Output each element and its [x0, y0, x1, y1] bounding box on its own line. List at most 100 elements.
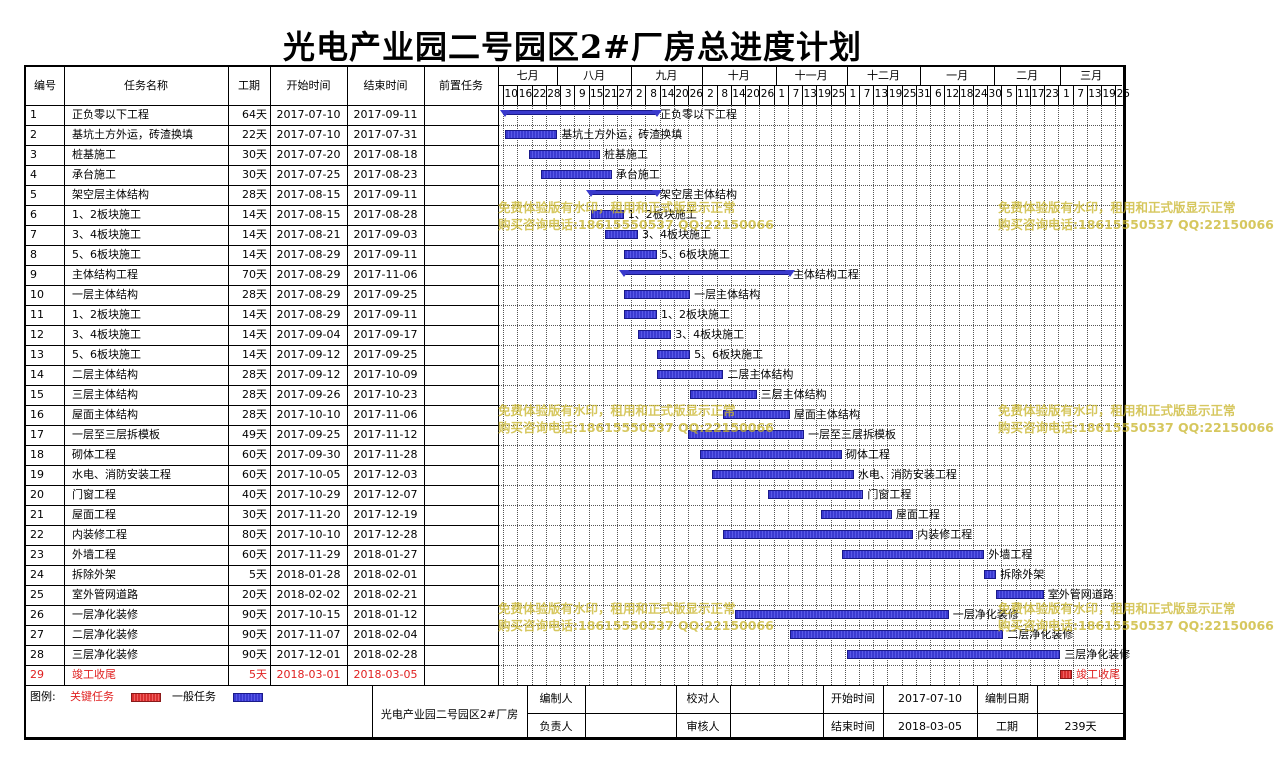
day-label: 2 [636, 88, 643, 100]
task-start: 2018-02-02 [276, 588, 341, 601]
day-label: 24 [974, 88, 988, 100]
task-bar-label: 5、6板块施工 [660, 248, 730, 261]
task-end: 2018-02-21 [353, 588, 418, 601]
task-name: 拆除外架 [72, 568, 116, 581]
day-label: 17 [1031, 88, 1045, 100]
task-bar[interactable] [623, 290, 691, 299]
day-label: 16 [518, 88, 533, 100]
day-tick [589, 85, 590, 105]
task-bar[interactable] [623, 250, 657, 259]
task-bar[interactable] [623, 310, 657, 319]
task-end: 2017-09-03 [353, 228, 418, 241]
task-duration: 90天 [242, 608, 267, 621]
day-tick [802, 85, 803, 105]
day-tick [930, 85, 931, 105]
task-bar[interactable] [723, 530, 914, 539]
day-gridline [1030, 105, 1031, 685]
day-label: 2 [707, 88, 714, 100]
day-gridline [774, 105, 775, 685]
task-duration: 22天 [242, 128, 267, 141]
day-tick [603, 85, 604, 105]
summary-bar[interactable] [623, 270, 790, 275]
row-divider [26, 565, 498, 566]
day-gridline [1016, 105, 1017, 685]
row-divider [26, 405, 498, 406]
task-no: 1 [30, 108, 37, 121]
day-tick [674, 85, 675, 105]
header-start: 开始时间 [286, 79, 331, 92]
task-bar[interactable] [996, 590, 1044, 599]
day-tick [788, 85, 789, 105]
task-bar[interactable] [528, 150, 601, 159]
task-end: 2018-03-05 [353, 668, 418, 681]
task-bar[interactable] [690, 390, 757, 399]
day-gridline [1115, 105, 1116, 685]
task-duration: 28天 [242, 408, 267, 421]
task-name: 一层至三层拆模板 [72, 428, 160, 441]
day-gridline [688, 105, 689, 685]
task-bar[interactable] [723, 410, 790, 419]
task-no: 27 [30, 628, 44, 641]
task-bar[interactable] [820, 510, 892, 519]
task-no: 25 [30, 588, 44, 601]
task-bar[interactable] [656, 370, 724, 379]
month-tick [557, 67, 558, 85]
task-start: 2017-11-29 [276, 548, 341, 561]
footer-duration-value: 239天 [1064, 720, 1097, 733]
footer-mid-divider [527, 713, 1124, 714]
row-divider-dotted [498, 365, 1122, 366]
task-duration: 30天 [242, 508, 267, 521]
day-label: 1 [778, 88, 786, 100]
task-no: 29 [30, 668, 44, 681]
task-bar[interactable] [699, 450, 843, 459]
task-duration: 30天 [242, 148, 267, 161]
task-bar[interactable] [637, 330, 672, 339]
task-duration: 14天 [242, 308, 267, 321]
task-end: 2017-09-11 [353, 188, 418, 201]
task-duration: 64天 [242, 108, 267, 121]
footer-divider [26, 685, 1124, 686]
task-duration: 90天 [242, 628, 267, 641]
summary-bar[interactable] [590, 190, 657, 195]
month-label: 七月 [516, 69, 539, 82]
task-name: 3、4板块施工 [72, 328, 141, 341]
task-duration: 49天 [242, 428, 267, 441]
day-gridline [816, 105, 817, 685]
day-gridline [759, 105, 760, 685]
task-bar[interactable] [505, 130, 558, 139]
summary-bar[interactable] [505, 110, 657, 115]
task-bar[interactable] [711, 470, 854, 479]
task-bar[interactable] [735, 610, 949, 619]
task-bar[interactable] [842, 550, 985, 559]
row-divider-dotted [498, 545, 1122, 546]
row-divider-dotted [498, 505, 1122, 506]
task-bar[interactable] [846, 650, 1061, 659]
task-no: 8 [30, 248, 37, 261]
task-duration: 28天 [242, 288, 267, 301]
task-bar[interactable] [604, 230, 638, 239]
day-label: 14 [661, 88, 675, 100]
task-bar-label: 一层主体结构 [694, 288, 761, 301]
task-bar[interactable] [789, 630, 1004, 639]
day-label: 15 [589, 88, 604, 100]
task-bar-label: 承台施工 [615, 168, 660, 181]
day-label: 20 [675, 88, 689, 100]
footer-author-label: 编制人 [539, 692, 573, 705]
task-name: 1、2板块施工 [72, 308, 141, 321]
day-gridline [902, 105, 903, 685]
row-divider [26, 665, 498, 666]
task-duration: 14天 [242, 248, 267, 261]
row-divider-dotted [498, 585, 1122, 586]
task-bar[interactable] [984, 570, 997, 579]
task-name: 屋面工程 [72, 508, 116, 521]
day-tick [702, 85, 703, 105]
task-bar[interactable] [590, 210, 624, 219]
task-bar[interactable] [540, 170, 612, 179]
task-bar[interactable] [656, 350, 691, 359]
critical-task-bar[interactable] [1060, 670, 1073, 679]
task-bar[interactable] [768, 490, 864, 499]
day-label: 14 [732, 88, 746, 100]
footer-end-value: 2018-03-05 [898, 720, 962, 733]
task-bar[interactable] [687, 430, 805, 439]
day-tick [959, 85, 960, 105]
